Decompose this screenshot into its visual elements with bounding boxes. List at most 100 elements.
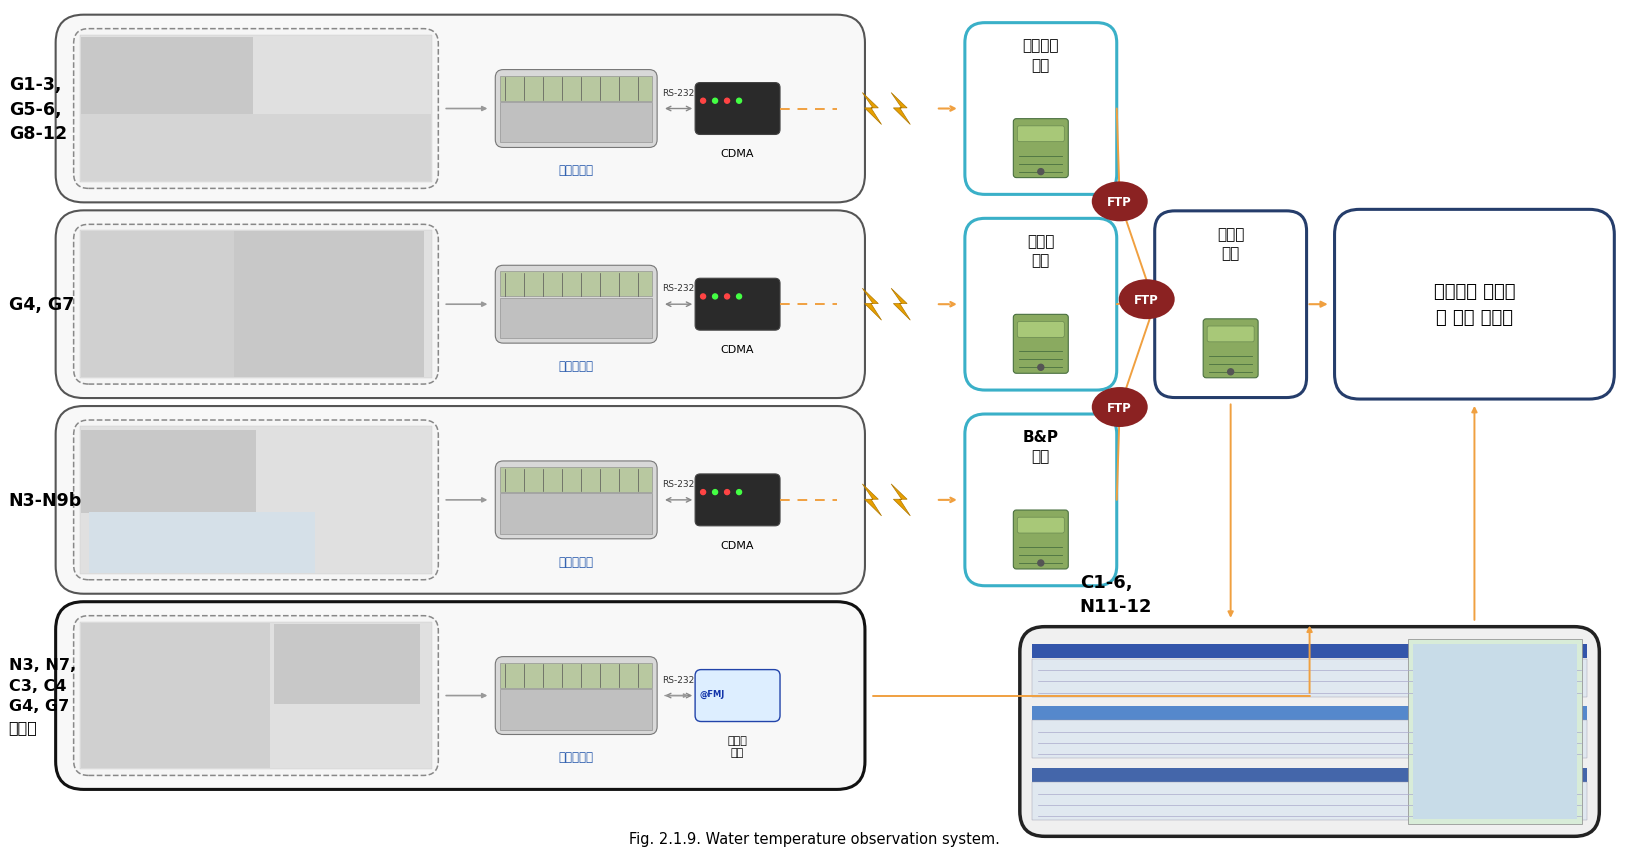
FancyBboxPatch shape [73,421,438,580]
FancyBboxPatch shape [1154,211,1307,398]
Bar [500,689,653,729]
Text: RS-232: RS-232 [663,480,695,488]
Bar [500,77,653,101]
FancyBboxPatch shape [73,225,438,384]
Text: G4, G7: G4, G7 [8,296,73,314]
FancyBboxPatch shape [1203,320,1258,378]
Text: FTP: FTP [1107,401,1131,414]
Text: CDMA: CDMA [721,149,754,159]
Bar [80,622,433,769]
FancyBboxPatch shape [495,657,658,734]
Bar [1032,659,1587,697]
Bar [274,624,420,704]
Text: B&P
서버: B&P 서버 [1022,429,1058,463]
Text: 데이터로거: 데이터로거 [558,164,594,177]
FancyBboxPatch shape [495,71,658,148]
Circle shape [724,490,729,495]
FancyBboxPatch shape [695,83,780,135]
Circle shape [1037,170,1044,176]
FancyBboxPatch shape [1013,119,1068,178]
Text: C1-6,
N11-12: C1-6, N11-12 [1079,573,1153,615]
Text: N3, N7,
C3, C4
G4, G7
플렉스: N3, N7, C3, C4 G4, G7 플렉스 [8,658,77,734]
Circle shape [1037,561,1044,567]
Bar [88,512,314,573]
Text: FTP: FTP [1135,293,1159,307]
Bar [81,430,256,513]
Bar [500,103,653,143]
Bar [1032,721,1587,758]
Ellipse shape [1092,388,1148,428]
FancyBboxPatch shape [1013,510,1068,569]
Text: 자료수집 시스템
및 표출 시스템: 자료수집 시스템 및 표출 시스템 [1434,283,1516,327]
Text: 메모리
카드: 메모리 카드 [728,735,747,757]
Bar [81,232,234,377]
FancyBboxPatch shape [965,219,1117,390]
FancyBboxPatch shape [1013,315,1068,374]
FancyBboxPatch shape [55,602,864,790]
Circle shape [713,490,718,495]
Circle shape [1037,365,1044,371]
Circle shape [736,295,742,300]
Bar [1032,769,1587,782]
FancyBboxPatch shape [1335,210,1615,400]
Bar [1413,644,1578,820]
FancyBboxPatch shape [1018,127,1065,142]
Text: 웹비안
서버: 웹비안 서버 [1027,234,1055,268]
Text: FTP: FTP [1107,196,1131,209]
Bar [1032,782,1587,820]
Text: RS-232: RS-232 [663,284,695,293]
FancyBboxPatch shape [55,406,864,594]
Polygon shape [891,289,910,321]
Polygon shape [863,94,881,125]
Text: 연구소
서버: 연구소 서버 [1218,227,1244,261]
Ellipse shape [1092,182,1148,222]
Polygon shape [891,94,910,125]
FancyBboxPatch shape [1018,518,1065,533]
FancyBboxPatch shape [495,266,658,343]
FancyBboxPatch shape [495,462,658,539]
FancyBboxPatch shape [55,211,864,399]
Bar [1408,639,1582,825]
Bar [500,272,653,297]
Text: 데이터로거: 데이터로거 [558,556,594,568]
Circle shape [713,295,718,300]
Text: @FMJ: @FMJ [698,688,724,698]
Polygon shape [863,484,881,516]
FancyBboxPatch shape [73,616,438,775]
Text: 데이터로거: 데이터로거 [558,751,594,763]
Polygon shape [891,484,910,516]
Bar [500,494,653,534]
Bar [234,232,423,377]
Text: N3-N9b: N3-N9b [8,492,81,509]
Ellipse shape [1118,280,1175,320]
Text: CDMA: CDMA [721,540,754,550]
Circle shape [736,99,742,104]
FancyBboxPatch shape [965,24,1117,195]
Text: 케이웨더
서버: 케이웨더 서버 [1022,38,1060,72]
Bar [1032,645,1587,659]
FancyBboxPatch shape [1208,326,1254,343]
FancyBboxPatch shape [73,30,438,189]
Bar [81,115,431,182]
Circle shape [700,99,705,104]
Circle shape [700,490,705,495]
Text: Fig. 2.1.9. Water temperature observation system.: Fig. 2.1.9. Water temperature observatio… [628,832,1000,846]
Polygon shape [863,289,881,321]
Text: RS-232: RS-232 [663,675,695,684]
Bar [81,623,270,769]
FancyBboxPatch shape [55,15,864,203]
Bar [500,468,653,492]
Text: G1-3,
G5-6,
G8-12: G1-3, G5-6, G8-12 [8,76,67,142]
Bar [80,36,433,183]
Circle shape [700,295,705,300]
Circle shape [1228,370,1234,376]
Text: RS-232: RS-232 [663,89,695,97]
FancyBboxPatch shape [965,415,1117,586]
Circle shape [724,295,729,300]
Bar [500,298,653,339]
Text: CDMA: CDMA [721,345,754,354]
FancyBboxPatch shape [1018,322,1065,338]
Bar [80,231,433,378]
Text: 데이터로거: 데이터로거 [558,360,594,372]
Circle shape [736,490,742,495]
